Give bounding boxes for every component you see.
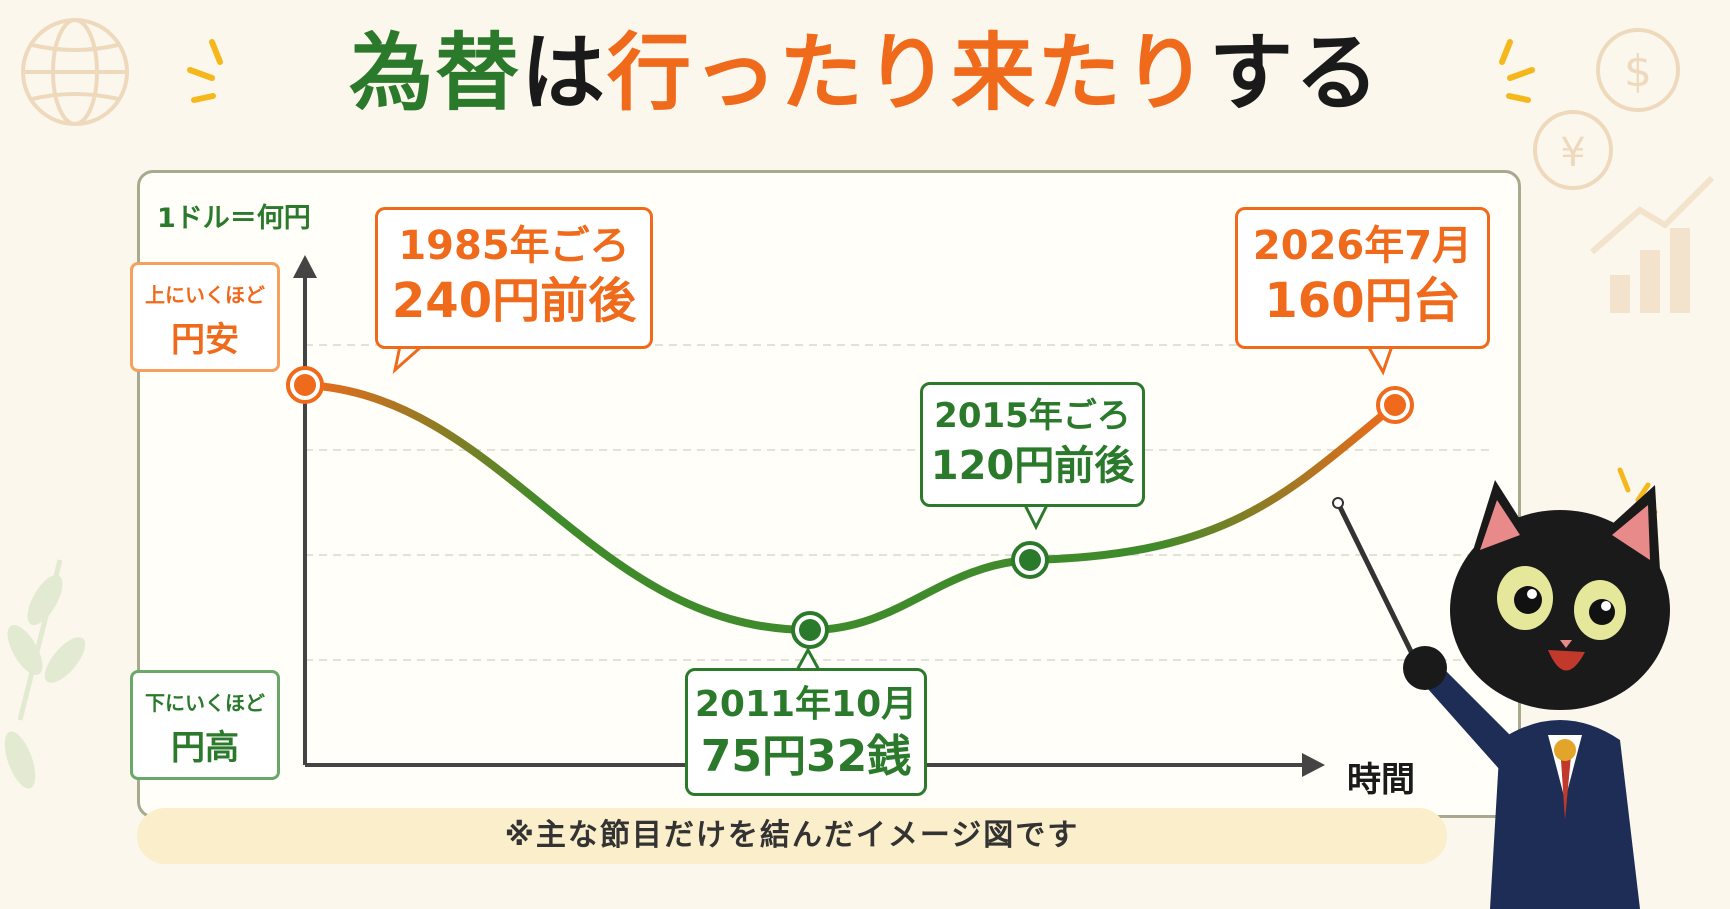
leaf-icon <box>4 559 86 789</box>
y-axis-label: 1ドル＝何円 <box>157 203 311 234</box>
svg-text:¥: ¥ <box>1560 130 1585 176</box>
callout-2015: 2015年ごろ 120円前後 <box>920 382 1145 507</box>
y-down-big-label: 円高 <box>171 728 239 768</box>
y-axis <box>293 255 317 765</box>
svg-text:$: $ <box>1624 46 1652 97</box>
callout-2026-value: 160円台 <box>1264 273 1461 329</box>
y-up-label-box: 上にいくほど 円安 <box>130 262 280 372</box>
data-markers <box>286 366 1414 649</box>
y-down-label-box: 下にいくほど 円高 <box>130 670 280 780</box>
footnote: ※主な節目だけを結んだイメージ図です <box>137 808 1447 864</box>
x-axis-label: 時間 <box>1347 760 1415 800</box>
dollar-coin-icon: $ <box>1596 28 1680 112</box>
title-part-2: は <box>520 24 607 122</box>
callout-2011-when: 2011年10月 <box>694 684 918 725</box>
callout-2015-value: 120円前後 <box>930 443 1135 489</box>
callout-1985: 1985年ごろ 240円前後 <box>375 207 653 349</box>
data-point <box>1019 549 1041 571</box>
title-part-3: 行ったり来たり <box>607 24 1210 122</box>
callout-1985-value: 240円前後 <box>391 273 637 329</box>
y-up-big-label: 円安 <box>171 320 239 360</box>
data-point <box>1384 394 1406 416</box>
bar-chart-icon <box>1590 175 1715 313</box>
sparkle-icon <box>187 39 1535 103</box>
data-point <box>294 374 316 396</box>
callout-2026: 2026年7月 160円台 <box>1235 207 1490 349</box>
callout-2011-value: 75円32銭 <box>700 731 912 782</box>
callout-2011: 2011年10月 75円32銭 <box>685 668 927 796</box>
series-line <box>301 381 1399 635</box>
callout-2015-when: 2015年ごろ <box>934 396 1131 436</box>
data-point <box>799 619 821 641</box>
yen-coin-icon: ¥ <box>1533 110 1613 190</box>
globe-icon <box>21 18 129 126</box>
title-part-4: する <box>1209 24 1382 122</box>
page-title: 為替は行ったり来たりする <box>0 18 1730 128</box>
title-part-1: 為替 <box>348 24 521 122</box>
y-up-small-label: 上にいくほど <box>145 283 265 307</box>
callout-2026-when: 2026年7月 <box>1252 223 1473 269</box>
callout-1985-when: 1985年ごろ <box>398 223 630 269</box>
y-down-small-label: 下にいくほど <box>145 691 265 715</box>
